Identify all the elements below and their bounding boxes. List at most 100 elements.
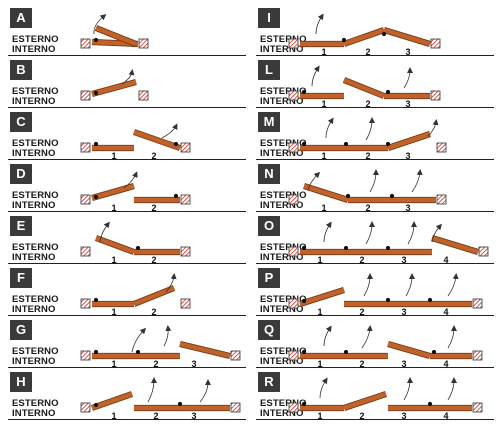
inside-label: INTERNO <box>260 356 304 367</box>
config-o: O ESTERNO INTERNO 1 2 3 4 <box>252 212 494 265</box>
swing-arrow-icon <box>319 377 328 399</box>
inside-label: INTERNO <box>12 304 56 315</box>
panel-leaf <box>179 341 231 359</box>
divider <box>8 55 246 56</box>
pivot-dot-icon <box>135 245 141 251</box>
panel-leaf <box>303 183 349 203</box>
inside-label: INTERNO <box>260 44 304 55</box>
hatched-wall-icon <box>80 38 91 49</box>
swing-arrow-icon <box>307 171 321 191</box>
outside-label: ESTERNO <box>12 294 59 305</box>
panel-number: 2 <box>359 359 364 369</box>
inside-label: INTERNO <box>12 200 56 211</box>
swing-arrow-icon <box>365 117 375 141</box>
outside-label: ESTERNO <box>260 138 307 149</box>
panel-leaf <box>95 235 135 255</box>
config-letter: B <box>10 60 32 80</box>
pivot-dot-icon <box>301 141 307 147</box>
divider <box>256 367 494 368</box>
panel-number: 1 <box>111 411 116 421</box>
swing-arrow-icon <box>121 69 135 85</box>
config-letter: O <box>258 216 280 236</box>
panel-number: 3 <box>401 255 406 265</box>
pivot-dot-icon <box>341 37 347 43</box>
config-i-drawing: 1 2 3 <box>288 13 441 57</box>
panel-number: 3 <box>191 411 196 421</box>
panel-number: 2 <box>365 99 370 109</box>
pivot-dot-icon <box>385 245 391 251</box>
pivot-dot-icon <box>385 297 391 303</box>
config-q: Q ESTERNO INTERNO 1 2 3 4 <box>252 316 494 369</box>
hatched-wall-icon <box>180 298 191 309</box>
hatched-wall-icon <box>288 402 299 413</box>
pivot-dot-icon <box>135 349 141 355</box>
hatched-wall-icon <box>138 90 149 101</box>
divider <box>8 419 246 420</box>
outside-label: ESTERNO <box>260 242 307 253</box>
config-m: M ESTERNO INTERNO 1 2 3 <box>252 108 494 161</box>
hatched-wall-icon <box>436 194 447 205</box>
panel-number: 2 <box>365 151 370 161</box>
panel-number: 3 <box>191 359 196 369</box>
pivot-dot-icon <box>301 89 307 95</box>
panel-number: 2 <box>151 203 156 213</box>
hatched-wall-icon <box>472 298 483 309</box>
swing-arrow-icon <box>323 221 332 243</box>
outside-label: ESTERNO <box>12 398 59 409</box>
panel-leaf <box>387 341 431 359</box>
pivot-dot-icon <box>93 297 99 303</box>
panel-leaf <box>91 183 135 201</box>
divider <box>256 419 494 420</box>
config-n-drawing: 1 2 3 <box>288 169 447 213</box>
hatched-wall-icon <box>430 90 441 101</box>
panel-leaf <box>343 27 385 47</box>
config-letter: N <box>258 164 280 184</box>
hatched-wall-icon <box>288 350 299 361</box>
swing-arrow-icon <box>99 221 110 243</box>
config-b-drawing <box>80 69 149 101</box>
hatched-wall-icon <box>288 194 299 205</box>
panel-number: 3 <box>405 99 410 109</box>
panel-number: 3 <box>405 47 410 57</box>
panel-number: 2 <box>365 203 370 213</box>
config-p: P ESTERNO INTERNO 1 2 3 4 <box>252 264 494 317</box>
inside-label: INTERNO <box>260 148 304 159</box>
panel-number: 4 <box>443 359 448 369</box>
panel-leaf <box>343 77 385 99</box>
panel-number: 4 <box>443 307 448 317</box>
panel-number: 3 <box>401 359 406 369</box>
swing-arrow-icon <box>93 14 107 35</box>
outside-label: ESTERNO <box>260 190 307 201</box>
swing-arrow-icon <box>323 325 332 347</box>
inside-label: INTERNO <box>260 304 304 315</box>
swing-arrow-icon <box>369 169 379 193</box>
outside-label: ESTERNO <box>260 294 307 305</box>
config-g: G ESTERNO INTERNO 1 2 3 <box>4 316 246 369</box>
panel-leaf <box>343 391 387 411</box>
config-h: H ESTERNO INTERNO 1 2 3 <box>4 368 246 421</box>
swing-arrow-icon <box>447 325 457 349</box>
pivot-dot-icon <box>301 349 307 355</box>
inside-label: INTERNO <box>12 148 56 159</box>
swing-arrow-icon <box>403 377 413 401</box>
swing-arrow-icon <box>363 273 373 297</box>
config-letter: C <box>10 112 32 132</box>
outside-label: ESTERNO <box>12 190 59 201</box>
panel-number: 2 <box>151 151 156 161</box>
hatched-wall-icon <box>472 402 483 413</box>
config-r-drawing: 1 2 3 4 <box>288 377 483 421</box>
hatched-wall-icon <box>288 142 299 153</box>
divider <box>8 107 246 108</box>
hatched-wall-icon <box>80 90 91 101</box>
pivot-dot-icon <box>93 194 99 200</box>
swing-arrow-icon <box>365 221 375 245</box>
outside-label: ESTERNO <box>12 138 59 149</box>
pivot-dot-icon <box>301 401 307 407</box>
config-n: N ESTERNO INTERNO 1 2 3 <box>252 160 494 213</box>
hatched-wall-icon <box>478 246 489 257</box>
panel-number: 1 <box>111 307 116 317</box>
pivot-dot-icon <box>343 245 349 251</box>
